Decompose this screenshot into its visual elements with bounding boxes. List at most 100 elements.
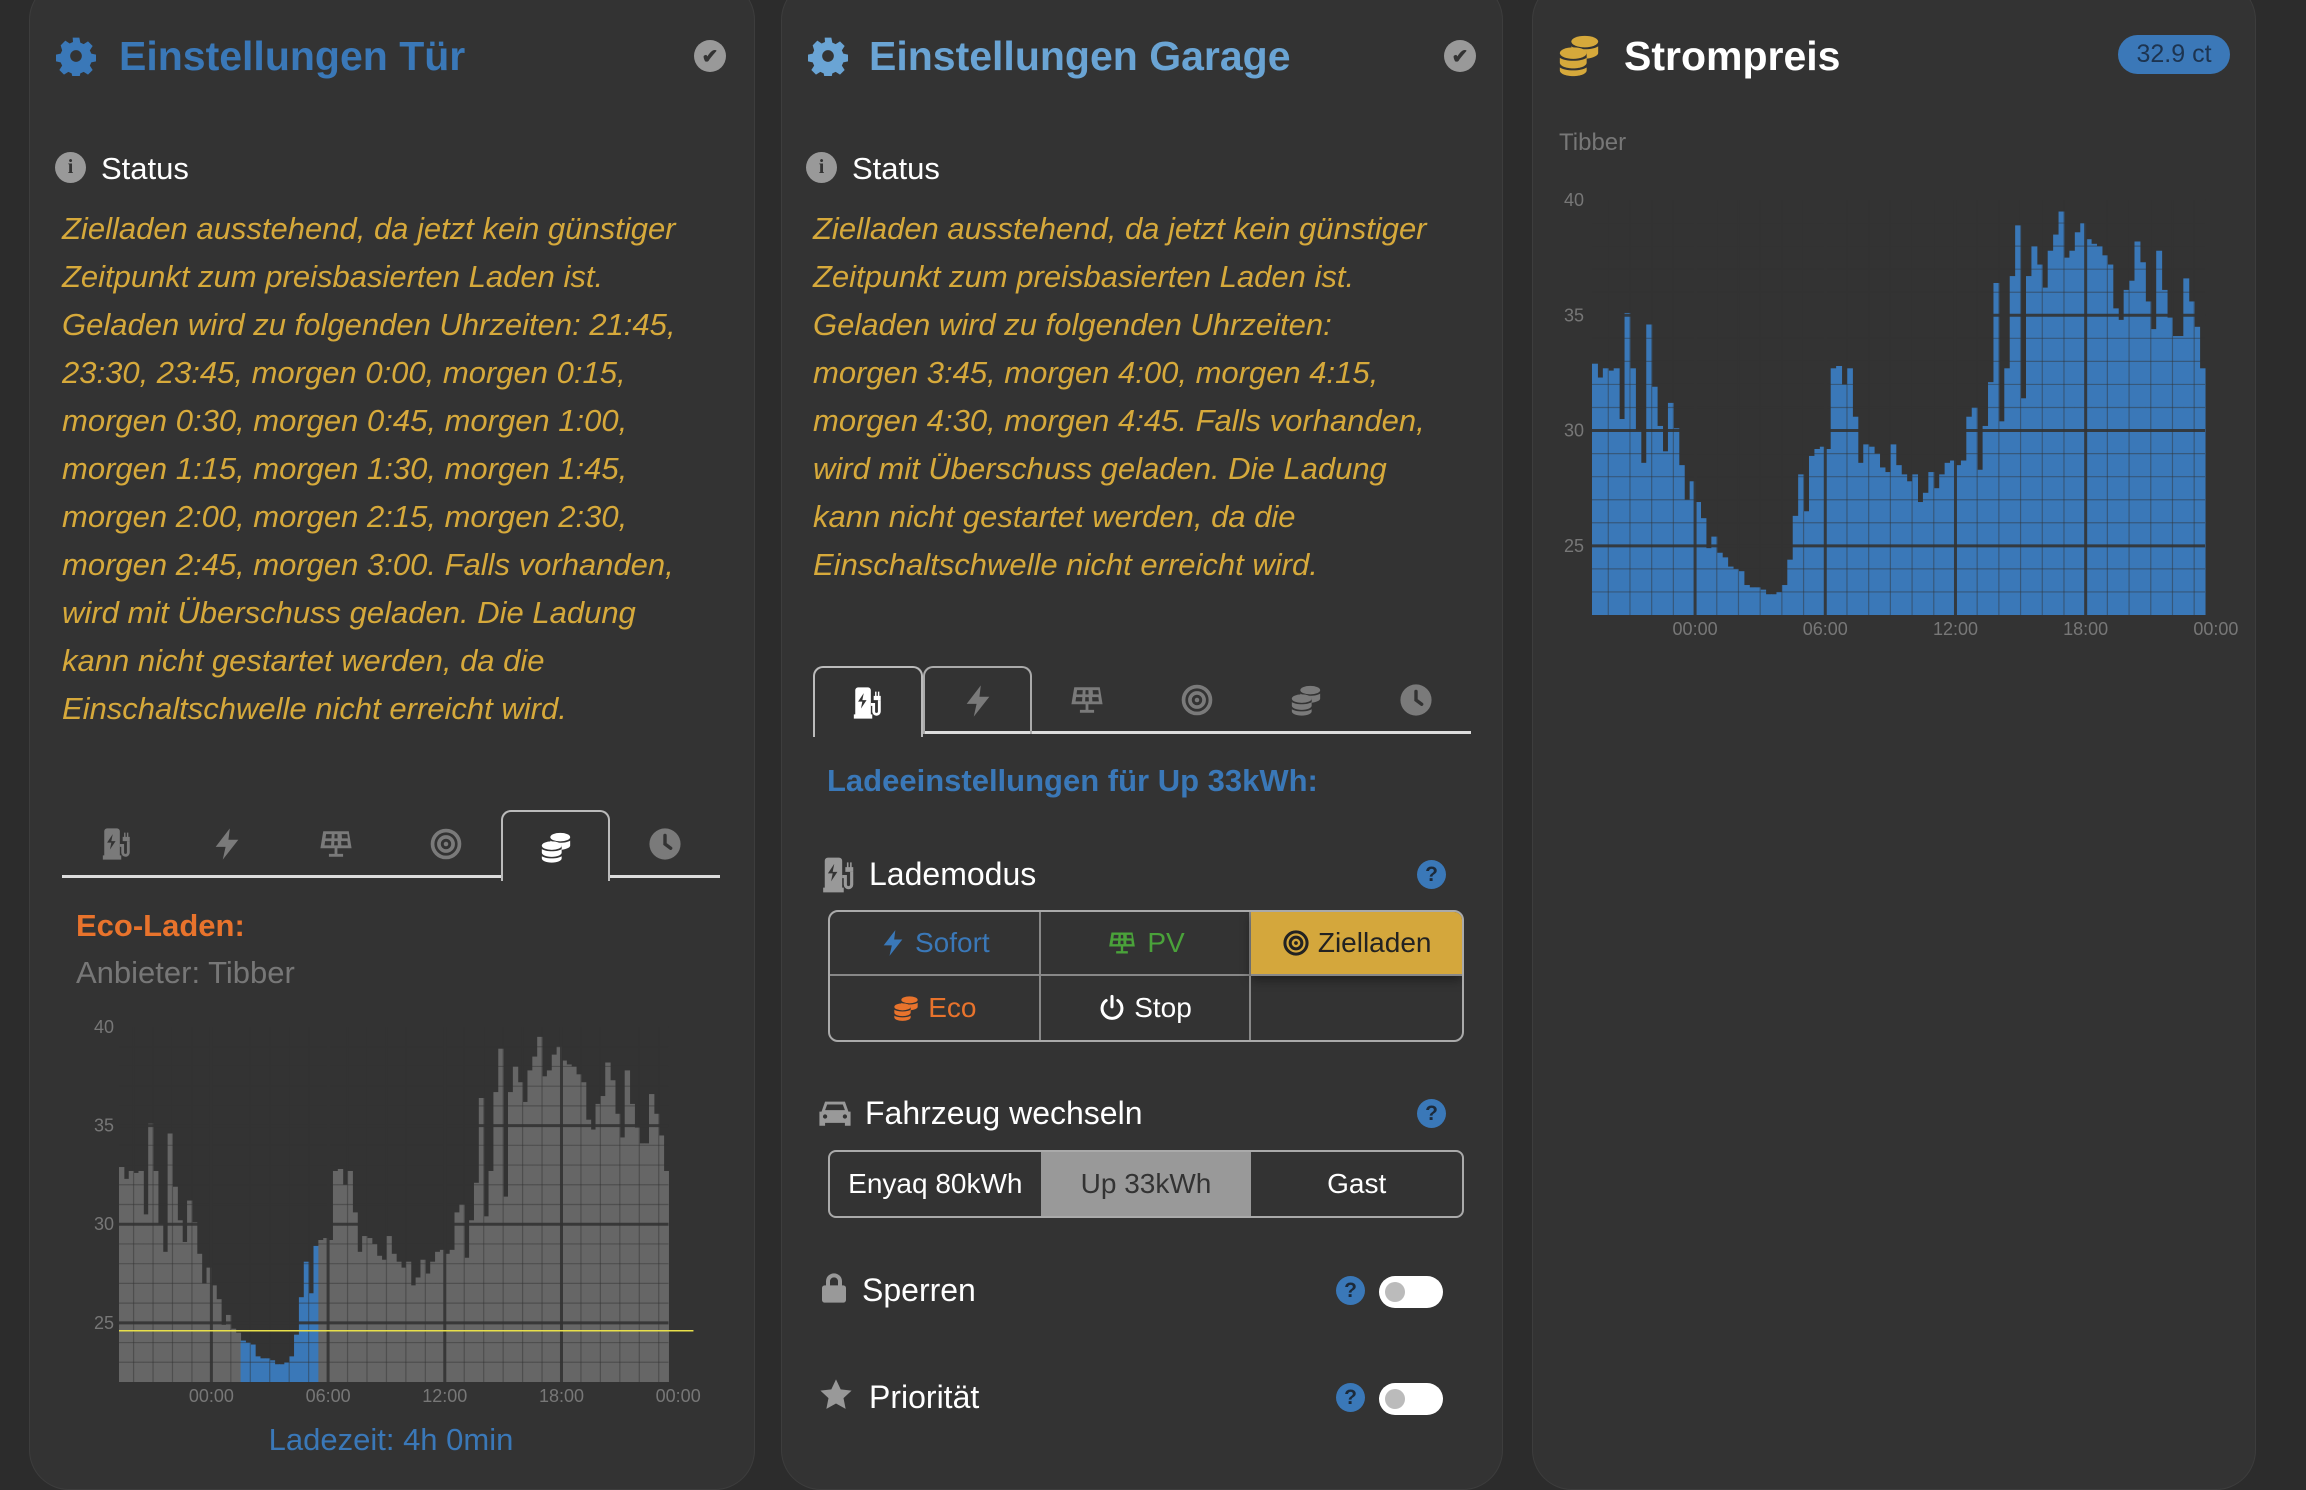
mode-label: Stop xyxy=(1134,992,1192,1023)
panel-garage-settings xyxy=(781,0,1503,1490)
status-line: morgen 1:15, morgen 1:30, morgen 1:45, xyxy=(62,451,628,486)
tab-charge-settings[interactable] xyxy=(813,666,923,737)
charger-icon xyxy=(851,686,885,720)
help-icon[interactable]: ? xyxy=(1417,1099,1446,1128)
bolt-icon xyxy=(961,684,995,718)
panel-electricity-price xyxy=(1532,0,2256,1490)
provider-label: Anbieter: Tibber xyxy=(76,955,295,990)
settings-heading: Ladeeinstellungen für Up 33kWh: xyxy=(827,763,1318,798)
status-line: Zielladen ausstehend, da jetzt kein güns… xyxy=(62,211,676,246)
garage-tabs xyxy=(813,666,1471,737)
info-icon: i xyxy=(806,152,837,183)
check-circle-icon[interactable]: ✔ xyxy=(1444,40,1476,72)
status-line: Geladen wird zu folgenden Uhrzeiten: 21:… xyxy=(62,307,676,342)
gear-icon xyxy=(56,36,96,76)
empty-cell xyxy=(1251,976,1462,1040)
gear-icon xyxy=(808,36,848,76)
status-line: wird mit Überschuss geladen. Die Ladung xyxy=(62,595,636,630)
tab-eco[interactable] xyxy=(500,810,611,881)
tab-schedule[interactable] xyxy=(610,810,720,878)
status-line: Einschaltschwelle nicht erreicht wird. xyxy=(62,691,567,726)
tab-pv[interactable] xyxy=(281,810,391,878)
lock-label: Sperren xyxy=(862,1272,976,1308)
tab-target[interactable] xyxy=(391,810,501,878)
mode-eco-button[interactable]: Eco xyxy=(830,976,1041,1040)
solar-panel-icon xyxy=(1105,929,1139,957)
priority-toggle[interactable] xyxy=(1379,1383,1443,1415)
tab-pv[interactable] xyxy=(1032,666,1142,734)
current-price-badge: 32.9 ct xyxy=(2118,35,2230,74)
vehicle-option[interactable]: Enyaq 80kWh xyxy=(848,1168,1023,1199)
status-line: 23:30, 23:45, morgen 0:00, morgen 0:15, xyxy=(62,355,626,390)
vehicle-option-selected[interactable]: Up 33kWh xyxy=(1040,1152,1252,1216)
charger-icon xyxy=(820,856,858,894)
mode-label: PV xyxy=(1147,927,1185,958)
help-icon[interactable]: ? xyxy=(1336,1276,1365,1305)
coins-icon xyxy=(892,994,920,1022)
priority-label: Priorität xyxy=(869,1379,980,1415)
status-line: morgen 3:45, morgen 4:00, morgen 4:15, xyxy=(813,355,1379,390)
bolt-icon xyxy=(210,827,244,861)
coins-icon xyxy=(539,830,573,864)
mode-stop-button[interactable]: Stop xyxy=(1041,976,1252,1040)
eco-heading: Eco-Laden: xyxy=(76,908,245,943)
help-icon[interactable]: ? xyxy=(1417,860,1446,889)
status-line: morgen 2:45, morgen 3:00. Falls vorhande… xyxy=(62,547,674,582)
status-line: kann nicht gestartet werden, da die xyxy=(813,499,1296,534)
status-label: Status xyxy=(101,151,189,186)
tab-instant[interactable] xyxy=(172,810,282,878)
status-line: Einschaltschwelle nicht erreicht wird. xyxy=(813,547,1318,582)
status-line: morgen 2:00, morgen 2:15, morgen 2:30, xyxy=(62,499,628,534)
clock-icon xyxy=(648,827,682,861)
vehicle-option[interactable]: Gast xyxy=(1327,1168,1387,1199)
provider-label: Tibber xyxy=(1559,129,1627,156)
panel-title: Strompreis xyxy=(1624,33,1841,79)
charge-time: Ladezeit: 4h 0min xyxy=(268,1422,514,1457)
status-line: morgen 0:30, morgen 0:45, morgen 1:00, xyxy=(62,403,628,438)
bolt-icon xyxy=(879,929,907,957)
star-icon xyxy=(819,1378,853,1412)
mode-label: Eco xyxy=(928,992,977,1023)
coins-icon xyxy=(1556,32,1602,78)
clock-icon xyxy=(1399,683,1433,717)
lock-icon xyxy=(818,1270,850,1306)
tab-eco[interactable] xyxy=(1252,666,1362,734)
status-line: Zeitpunkt zum preisbasierten Laden ist. xyxy=(62,259,604,294)
target-icon xyxy=(1180,683,1214,717)
status-label: Status xyxy=(852,151,940,186)
panel-title: Einstellungen Tür xyxy=(119,33,466,79)
vehicle-label: Fahrzeug wechseln xyxy=(865,1095,1143,1131)
target-icon xyxy=(1282,929,1310,957)
lock-toggle[interactable] xyxy=(1379,1276,1443,1308)
status-line: wird mit Überschuss geladen. Die Ladung xyxy=(813,451,1387,486)
panel-title: Einstellungen Garage xyxy=(869,33,1291,79)
solar-panel-icon xyxy=(1070,683,1104,717)
info-icon: i xyxy=(55,152,86,183)
status-line: morgen 4:30, morgen 4:45. Falls vorhande… xyxy=(813,403,1425,438)
check-circle-icon[interactable]: ✔ xyxy=(694,40,726,72)
tab-schedule[interactable] xyxy=(1361,666,1471,734)
mode-sofort-button[interactable]: Sofort xyxy=(830,912,1041,976)
coins-icon xyxy=(1289,683,1323,717)
status-line: Zeitpunkt zum preisbasierten Laden ist. xyxy=(813,259,1355,294)
mode-label: Sofort xyxy=(914,927,990,958)
solar-panel-icon xyxy=(319,827,353,861)
help-icon[interactable]: ? xyxy=(1336,1383,1365,1412)
status-line: Geladen wird zu folgenden Uhrzeiten: xyxy=(813,307,1332,342)
tab-charge-settings[interactable] xyxy=(62,810,172,878)
target-icon xyxy=(429,827,463,861)
mode-pv-button[interactable]: PV xyxy=(1040,912,1252,976)
status-line: kann nicht gestartet werden, da die xyxy=(62,643,545,678)
tab-target[interactable] xyxy=(1142,666,1252,734)
mode-label: Zielladen xyxy=(1317,927,1432,958)
mode-selector: Sofort PV Zielladen Eco Stop xyxy=(828,910,1464,1042)
status-text: Zielladen ausstehend, da jetzt kein güns… xyxy=(813,205,1493,589)
charger-icon xyxy=(100,827,134,861)
tab-instant[interactable] xyxy=(922,666,1033,734)
car-icon xyxy=(818,1096,852,1130)
door-tabs xyxy=(62,810,720,881)
power-icon xyxy=(1098,994,1126,1022)
vehicle-selector: Enyaq 80kWh Up 33kWh Gast xyxy=(828,1150,1464,1218)
mode-zielladen-button[interactable]: Zielladen xyxy=(1251,912,1462,976)
status-text: Zielladen ausstehend, da jetzt kein güns… xyxy=(62,205,742,733)
